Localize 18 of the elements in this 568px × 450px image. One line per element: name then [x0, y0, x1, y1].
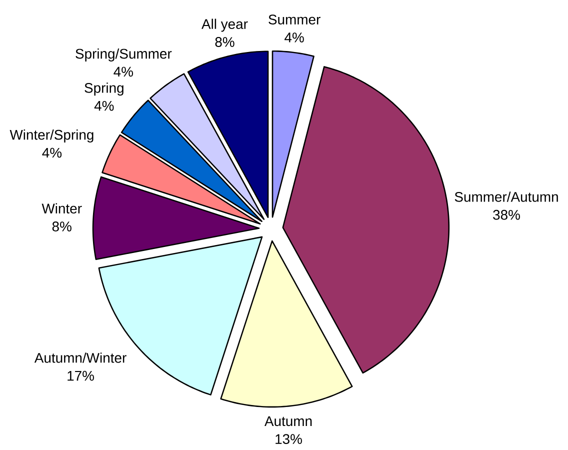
data-label: 13%	[276, 434, 302, 444]
slice-label: Summer/Autumn	[454, 192, 558, 202]
slice-label: Autumn/Winter	[34, 352, 126, 363]
data-label: 8%	[215, 37, 234, 47]
slice-label: Summer	[268, 14, 320, 24]
data-label: 4%	[94, 100, 114, 111]
slice-label: Spring/Summer	[76, 48, 172, 62]
slice-label: Winter	[42, 203, 82, 214]
data-label: 8%	[52, 222, 72, 232]
slice-label: Winter/Spring	[10, 130, 94, 143]
slice-label: All year	[202, 18, 248, 32]
data-label: 17%	[68, 370, 94, 381]
data-label: 38%	[493, 210, 520, 220]
data-label: 4%	[114, 66, 134, 77]
data-label: 4%	[284, 32, 304, 42]
slice-label: Spring	[84, 82, 124, 96]
data-label: 4%	[42, 148, 62, 158]
slice-label: Autumn	[264, 416, 312, 426]
